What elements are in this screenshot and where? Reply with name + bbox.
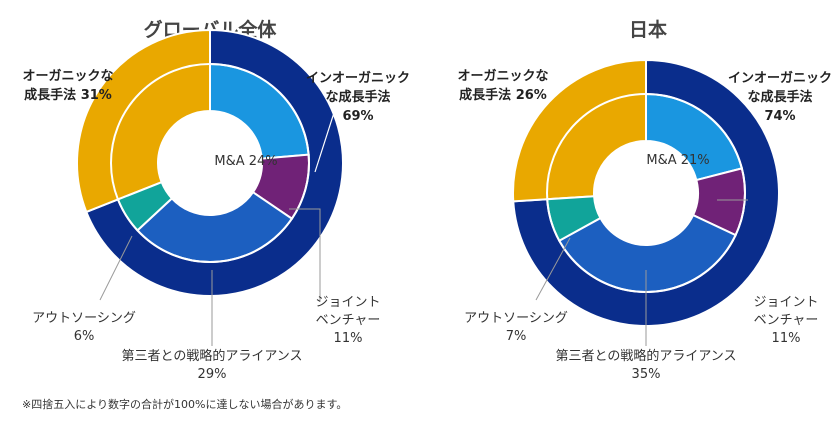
chart-1-inner-label-outsourcing-line-2: 6% — [74, 329, 95, 344]
chart-1-inner-label-ma-line-1: M&A 24% — [214, 154, 277, 169]
chart-2-inner-label-outsourcing-line-2: 7% — [506, 329, 527, 344]
chart-1-ring-separator — [110, 63, 310, 263]
chart-1-outer-label-inorganic-line-2: な成長手法 — [325, 89, 390, 105]
chart-2-inner-label-outsourcing-line-1: アウトソーシング — [464, 311, 568, 326]
chart-2-outer-label-inorganic-line-1: インオーガニック — [728, 71, 832, 86]
chart-2-inner-label-alliance-line-1: 第三者との戦略的アライアンス — [555, 348, 736, 364]
chart-1-outer-label-inorganic-line-1: インオーガニック — [306, 71, 410, 86]
chart-2-title: 日本 — [629, 18, 667, 41]
chart-2-inner-label-alliance-line-2: 35% — [632, 367, 661, 382]
chart-2-center-hole — [594, 141, 698, 245]
chart-1-inner-label-jv-line-1: ジョイント — [315, 295, 380, 310]
chart-1-leader-4 — [99, 235, 133, 301]
chart-2-inner-label-jv-line-3: 11% — [772, 331, 801, 346]
chart-2-leader-3 — [535, 237, 571, 301]
chart-1-inner-label-outsourcing-line-1: アウトソーシング — [32, 311, 136, 326]
chart-1-outer-label-inorganic-line-3: 69% — [342, 109, 373, 124]
chart-2-inner-label-jv-line-1: ジョイント — [753, 295, 818, 310]
chart-1-inner-label-jv-line-3: 11% — [334, 331, 363, 346]
chart-2-outer-label-organic-line-1: オーガニックな — [457, 69, 548, 84]
chart-1-inner-label-alliance-line-1: 第三者との戦略的アライアンス — [121, 348, 302, 364]
chart-2-inner-label-jv-line-2: ベンチャー — [754, 313, 819, 328]
chart-2-outer-label-organic-line-2: 成長手法 26% — [459, 87, 547, 103]
chart-2-outer-label-inorganic-line-2: な成長手法 — [747, 89, 812, 105]
chart-2-outer-label-inorganic-line-3: 74% — [764, 109, 795, 124]
chart-1-leader-1 — [314, 93, 341, 173]
chart-1-inner-label-alliance-line-2: 29% — [198, 367, 227, 382]
chart-1-outer-label-organic-line-1: オーガニックな — [22, 69, 113, 84]
footnote: ※四捨五入により数字の合計が100%に達しない場合があります。 — [22, 397, 347, 411]
chart-2-inner-label-ma-line-1: M&A 21% — [646, 153, 709, 168]
chart-1-center-hole — [158, 111, 262, 215]
chart-1-leader-2 — [289, 208, 321, 302]
chart-1-inner-label-jv-line-2: ベンチャー — [316, 313, 381, 328]
chart-1-outer-label-organic-line-2: 成長手法 31% — [24, 87, 112, 103]
